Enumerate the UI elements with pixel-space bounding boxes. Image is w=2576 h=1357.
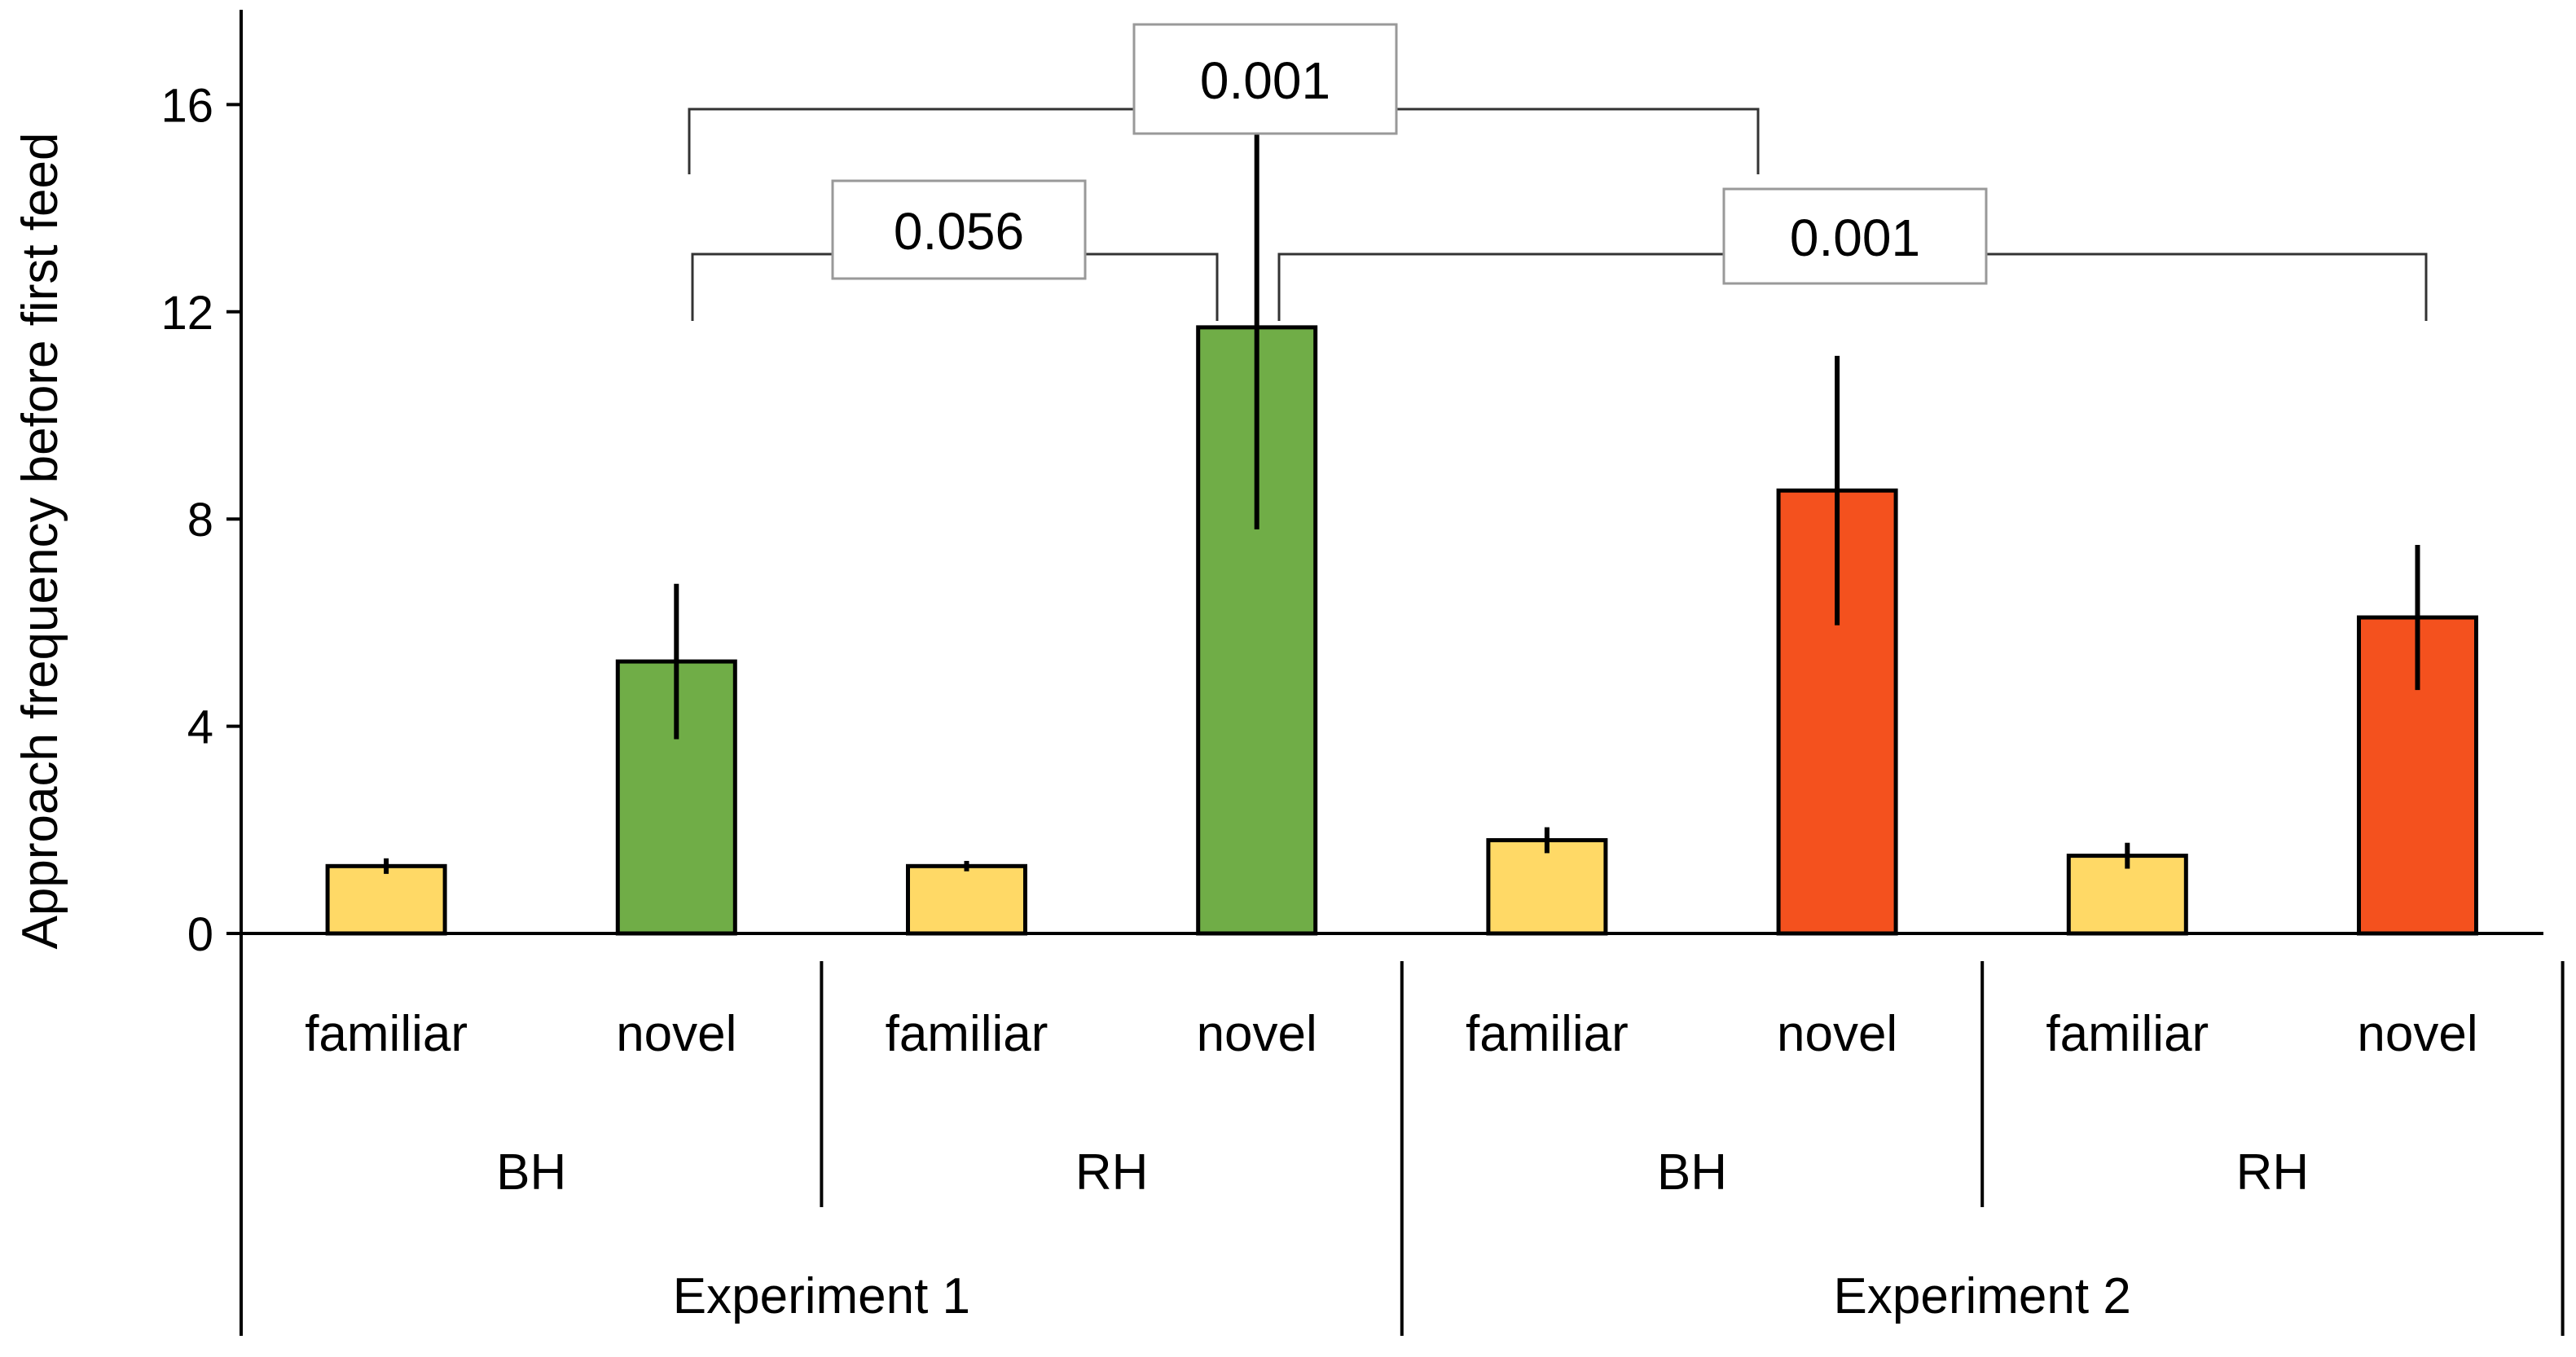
bar — [1486, 838, 1608, 936]
y-tick-label: 8 — [187, 494, 213, 547]
p-value-label: 0.001 — [1790, 209, 1920, 267]
category-label: novel — [616, 1006, 736, 1062]
p-value-box — [831, 179, 1087, 280]
p-value-box — [1722, 187, 1988, 285]
p-value-label: 0.001 — [1200, 51, 1330, 110]
category-label: novel — [2357, 1006, 2477, 1062]
category-label: novel — [1197, 1006, 1317, 1062]
bar — [325, 863, 447, 936]
category-label: novel — [1777, 1006, 1897, 1062]
p-value-box — [1132, 23, 1398, 135]
p-value-label: 0.056 — [894, 202, 1024, 261]
group-label: RH — [2236, 1144, 2310, 1201]
y-tick-label: 4 — [187, 701, 213, 754]
group-label: BH — [1657, 1144, 1727, 1201]
y-tick-label: 12 — [160, 287, 213, 340]
group-label: BH — [496, 1144, 566, 1201]
group-label: RH — [1075, 1144, 1149, 1201]
y-tick-label: 16 — [160, 79, 213, 132]
category-label: familiar — [2046, 1006, 2209, 1062]
y-axis-label: Approach frequency before first feed — [12, 133, 68, 950]
category-label: familiar — [1466, 1006, 1629, 1062]
experiment-label: Experiment 2 — [1834, 1268, 2131, 1324]
y-tick-label: 0 — [187, 908, 213, 961]
bar — [906, 863, 1027, 936]
experiment-label: Experiment 1 — [673, 1268, 970, 1324]
category-label: familiar — [886, 1006, 1048, 1062]
category-label: familiar — [305, 1006, 468, 1062]
